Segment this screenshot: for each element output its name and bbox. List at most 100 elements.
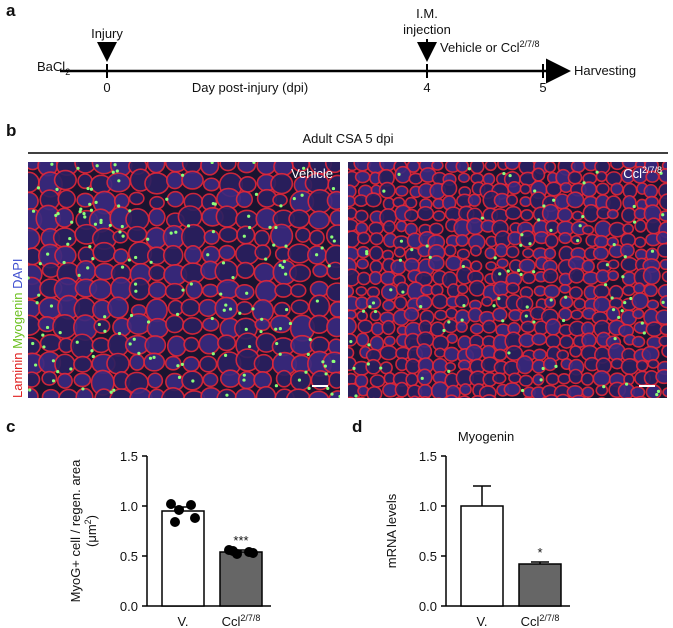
nucleus bbox=[304, 370, 308, 374]
fiber bbox=[456, 283, 469, 295]
nucleus bbox=[35, 301, 39, 305]
fiber bbox=[481, 319, 497, 334]
fiber bbox=[545, 181, 563, 197]
fiber bbox=[571, 210, 584, 222]
nucleus bbox=[462, 304, 466, 308]
fiber bbox=[129, 387, 153, 398]
nucleus bbox=[307, 386, 311, 390]
nucleus bbox=[238, 311, 242, 315]
nucleus bbox=[625, 382, 629, 386]
nucleus bbox=[37, 293, 41, 297]
fiber bbox=[415, 294, 433, 311]
timeline-tick-label: 0 bbox=[103, 80, 110, 95]
fiber bbox=[661, 344, 667, 358]
nucleus bbox=[389, 288, 393, 292]
fiber bbox=[146, 162, 166, 174]
nucleus bbox=[274, 225, 278, 230]
nucleus bbox=[90, 349, 94, 353]
nucleus bbox=[231, 275, 235, 280]
fiber bbox=[75, 387, 94, 398]
nucleus bbox=[222, 308, 226, 312]
fiber bbox=[253, 262, 276, 283]
fiber bbox=[54, 207, 74, 228]
micrograph-cells bbox=[28, 162, 340, 398]
fiber bbox=[166, 335, 187, 357]
fiber bbox=[77, 173, 93, 190]
fiber bbox=[610, 182, 624, 196]
nucleus bbox=[506, 269, 510, 273]
nucleus bbox=[129, 313, 134, 318]
fiber bbox=[570, 234, 582, 245]
fiber bbox=[162, 244, 184, 267]
nucleus bbox=[549, 228, 553, 232]
nucleus bbox=[320, 246, 324, 250]
nucleus bbox=[56, 370, 60, 374]
nucleus bbox=[88, 245, 92, 249]
nucleus bbox=[602, 385, 606, 389]
fiber bbox=[505, 282, 520, 295]
fiber bbox=[633, 282, 646, 295]
fiber bbox=[518, 374, 534, 387]
fiber bbox=[658, 335, 667, 347]
nucleus bbox=[533, 189, 537, 193]
fiber bbox=[558, 232, 573, 245]
nucleus bbox=[285, 307, 289, 312]
fiber bbox=[236, 261, 255, 279]
y-tick-label: 1.0 bbox=[419, 499, 437, 514]
nucleus bbox=[86, 186, 90, 191]
injection-label: I.M. bbox=[416, 6, 438, 21]
nucleus bbox=[326, 386, 330, 391]
fiber bbox=[75, 260, 97, 282]
fiber bbox=[329, 301, 340, 318]
fiber bbox=[469, 244, 482, 257]
nucleus bbox=[278, 352, 282, 356]
nucleus bbox=[62, 260, 66, 265]
fiber bbox=[326, 316, 340, 338]
nucleus bbox=[365, 252, 369, 256]
fiber bbox=[456, 248, 471, 260]
fiber bbox=[218, 244, 236, 261]
fiber bbox=[198, 298, 218, 318]
nucleus bbox=[254, 192, 259, 196]
fiber bbox=[592, 246, 609, 261]
fiber bbox=[185, 280, 203, 300]
fiber bbox=[541, 203, 560, 223]
nucleus bbox=[120, 265, 125, 269]
fiber bbox=[164, 282, 185, 300]
nucleus bbox=[82, 212, 86, 216]
nucleus bbox=[498, 272, 502, 276]
start-label: BaCl2 bbox=[37, 59, 70, 77]
fiber bbox=[504, 162, 520, 171]
fiber bbox=[532, 348, 547, 361]
fiber bbox=[581, 224, 595, 235]
fiber bbox=[624, 397, 632, 398]
nucleus bbox=[368, 305, 372, 309]
nucleus bbox=[274, 384, 278, 388]
nucleus bbox=[95, 164, 99, 168]
y-tick-label: 0.0 bbox=[419, 599, 437, 614]
fiber bbox=[559, 182, 573, 194]
fiber bbox=[434, 347, 446, 358]
data-point bbox=[166, 499, 176, 509]
fiber bbox=[378, 181, 396, 199]
fiber bbox=[634, 219, 647, 233]
nucleus bbox=[54, 213, 58, 218]
y-tick-label: 1.5 bbox=[120, 449, 138, 464]
nucleus bbox=[68, 236, 72, 241]
fiber bbox=[659, 258, 667, 271]
fiber bbox=[567, 170, 583, 185]
fiber bbox=[113, 192, 130, 210]
bar bbox=[460, 505, 504, 607]
fiber bbox=[544, 233, 559, 249]
fiber bbox=[149, 195, 165, 210]
fiber bbox=[253, 229, 271, 247]
fiber bbox=[610, 397, 615, 398]
fiber bbox=[444, 244, 457, 257]
fiber bbox=[73, 355, 93, 373]
fiber bbox=[508, 308, 523, 322]
fiber bbox=[165, 171, 184, 190]
nucleus bbox=[655, 392, 659, 397]
unit: ) bbox=[84, 515, 99, 519]
micrograph-ccl bbox=[348, 162, 667, 398]
nucleus bbox=[146, 320, 151, 324]
